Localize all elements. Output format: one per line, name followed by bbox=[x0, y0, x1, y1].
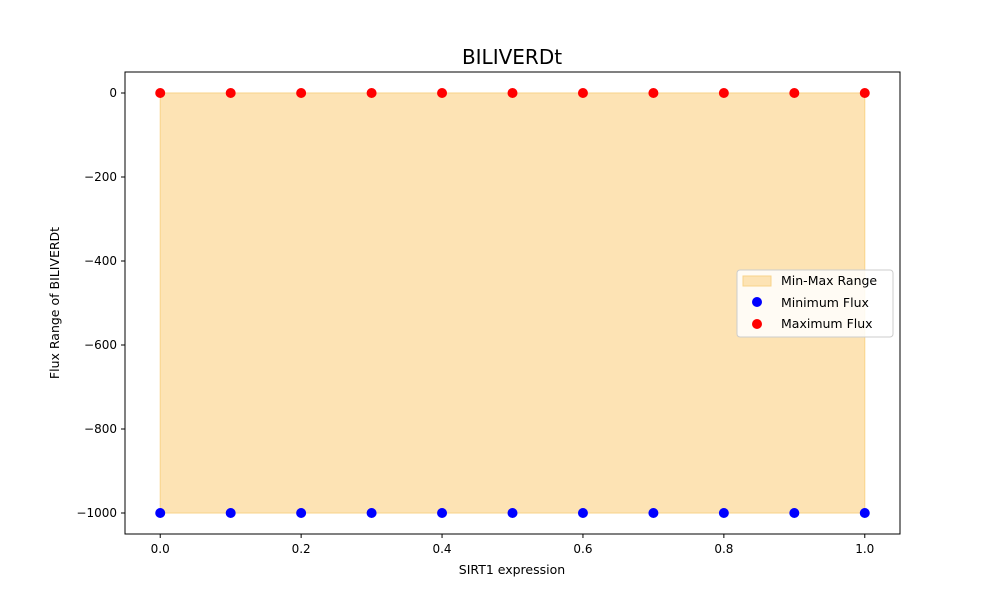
minimum-flux-point bbox=[366, 508, 377, 518]
x-tick-label: 1.0 bbox=[855, 542, 874, 556]
minimum-flux-point bbox=[859, 508, 870, 518]
minimum-flux-point bbox=[789, 508, 800, 518]
y-tick-label: −400 bbox=[84, 254, 117, 268]
maximum-flux-point bbox=[718, 88, 729, 98]
minimum-flux-point bbox=[507, 508, 518, 518]
y-tick-label: −200 bbox=[84, 170, 117, 184]
y-tick-label: 0 bbox=[109, 86, 117, 100]
maximum-flux-point bbox=[366, 88, 377, 98]
y-tick-label: −1000 bbox=[76, 506, 117, 520]
minimum-flux-point bbox=[437, 508, 448, 518]
minimum-flux-point bbox=[225, 508, 236, 518]
x-axis-label: SIRT1 expression bbox=[459, 562, 565, 577]
maximum-flux-point bbox=[648, 88, 659, 98]
minimum-flux-point bbox=[296, 508, 307, 518]
legend: Min-Max Range Minimum Flux Maximum Flux bbox=[736, 269, 894, 338]
legend-marker-maximum-flux bbox=[752, 319, 762, 329]
x-tick-label: 0.4 bbox=[432, 542, 451, 556]
x-axis: 0.0 0.2 0.4 0.6 0.8 1.0 bbox=[151, 534, 874, 556]
maximum-flux-point bbox=[789, 88, 800, 98]
maximum-flux-point bbox=[437, 88, 448, 98]
y-axis-label: Flux Range of BILIVERDt bbox=[47, 227, 62, 379]
maximum-flux-point bbox=[155, 88, 166, 98]
maximum-flux-point bbox=[296, 88, 307, 98]
legend-marker-minimum-flux bbox=[752, 297, 762, 307]
x-tick-label: 0.0 bbox=[151, 542, 170, 556]
maximum-flux-point bbox=[507, 88, 518, 98]
minimum-flux-point bbox=[155, 508, 166, 518]
maximum-flux-point bbox=[577, 88, 588, 98]
plot-area bbox=[155, 88, 870, 518]
y-tick-label: −600 bbox=[84, 338, 117, 352]
maximum-flux-point bbox=[225, 88, 236, 98]
x-tick-label: 0.2 bbox=[292, 542, 311, 556]
y-axis: 0 −200 −400 −600 −800 −1000 bbox=[76, 86, 125, 520]
minimum-flux-point bbox=[718, 508, 729, 518]
x-tick-label: 0.8 bbox=[714, 542, 733, 556]
legend-label-minimum-flux: Minimum Flux bbox=[781, 295, 869, 310]
minimum-flux-point bbox=[648, 508, 659, 518]
minimum-flux-point bbox=[577, 508, 588, 518]
plot-frame bbox=[124, 71, 901, 535]
legend-box bbox=[736, 269, 894, 338]
legend-label-maximum-flux: Maximum Flux bbox=[781, 316, 873, 331]
legend-label-min-max-range: Min-Max Range bbox=[781, 273, 877, 288]
maximum-flux-point bbox=[859, 88, 870, 98]
y-tick-label: −800 bbox=[84, 422, 117, 436]
x-tick-label: 0.6 bbox=[573, 542, 592, 556]
chart-title: BILIVERDt bbox=[462, 45, 562, 69]
legend-swatch-min-max-range bbox=[742, 275, 772, 287]
